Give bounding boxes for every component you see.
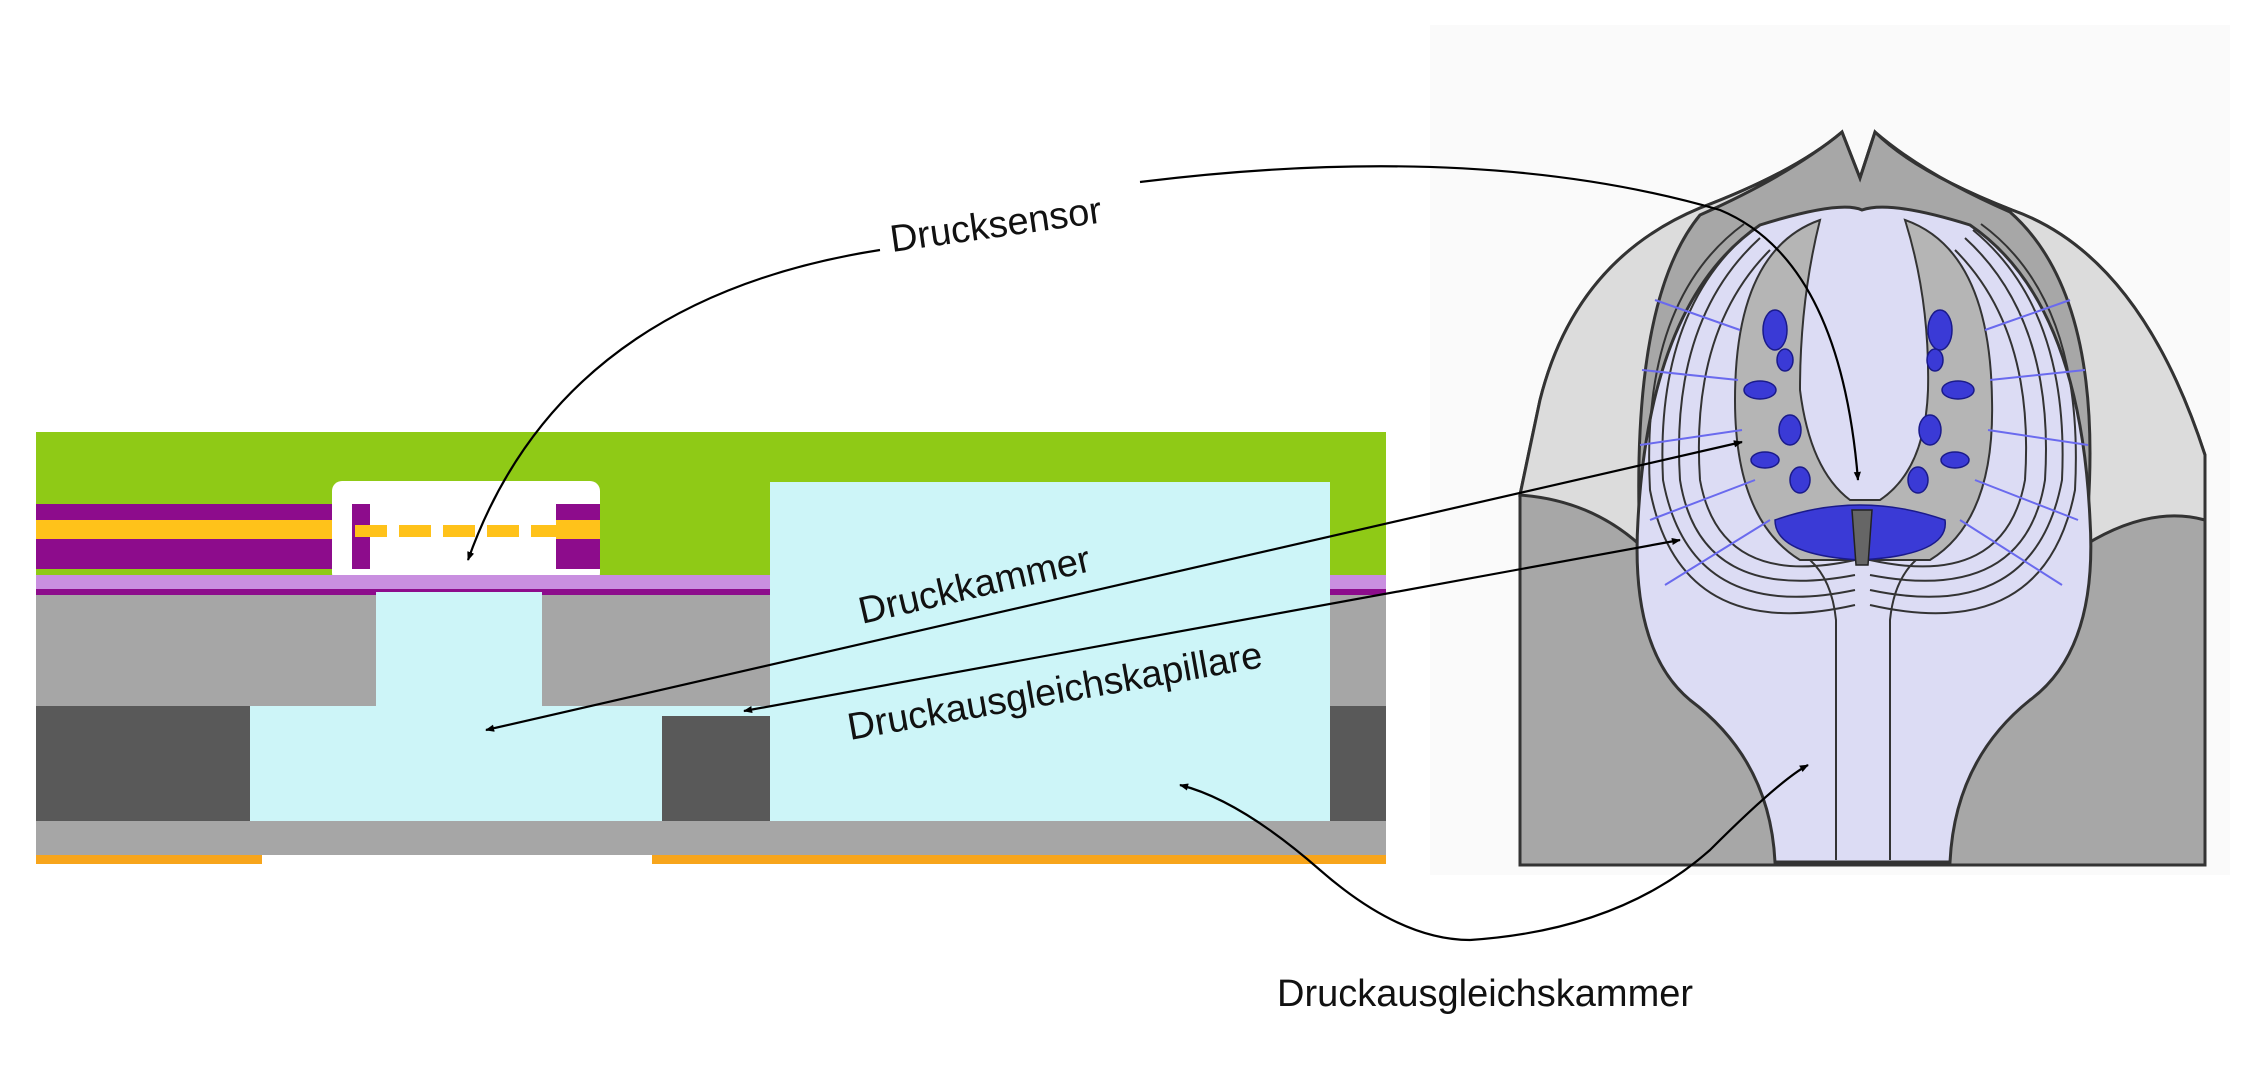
drucksensor-arrow-right bbox=[1139, 165, 1861, 481]
bottom-contact-right bbox=[652, 855, 1386, 864]
equalizing-chamber-arrow-right bbox=[1469, 764, 1809, 942]
dark-block-left bbox=[36, 706, 250, 821]
bottom-contact-left bbox=[36, 855, 262, 864]
bio-central-stalk bbox=[1851, 509, 1873, 566]
left-layer-stack bbox=[36, 504, 352, 569]
lilac-layer bbox=[36, 575, 826, 589]
equalizing-chamber-arrow-left bbox=[1179, 783, 1471, 942]
label-drucksensor: Drucksensor bbox=[887, 190, 1104, 261]
label-druckausgleichskammer: Druckausgleichskammer bbox=[1277, 973, 1693, 1015]
annotation-arrows bbox=[466, 165, 1861, 942]
biological-cross-section bbox=[1430, 25, 2230, 875]
capillary-arrow bbox=[743, 537, 1681, 714]
